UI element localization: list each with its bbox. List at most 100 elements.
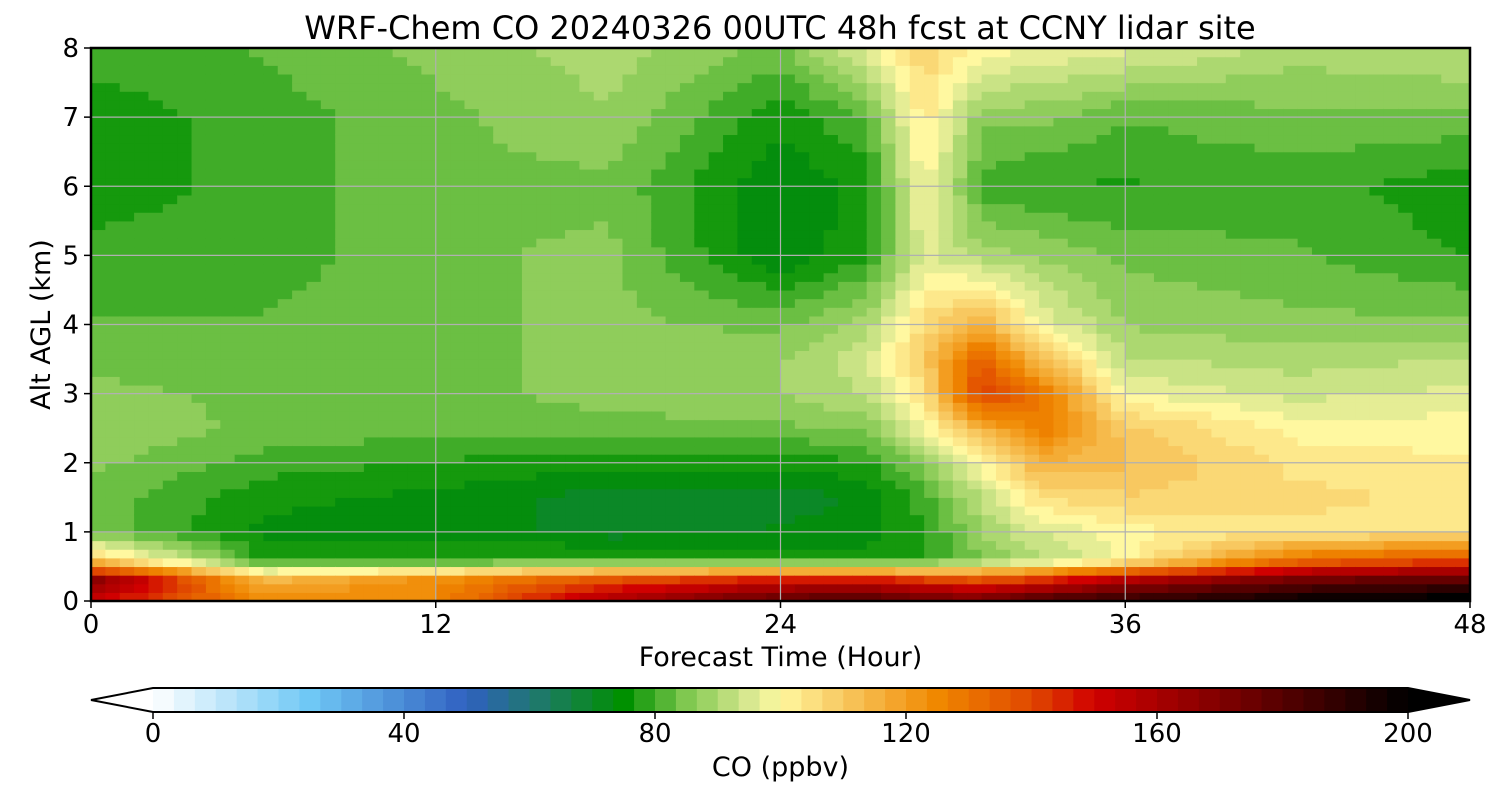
contour-cell bbox=[1197, 56, 1213, 66]
contour-cell bbox=[794, 289, 810, 300]
contour-cell bbox=[608, 168, 624, 179]
contour-cell bbox=[909, 592, 925, 602]
contour-cell bbox=[550, 48, 566, 58]
contour-cell bbox=[91, 238, 106, 248]
contour-cell bbox=[1067, 497, 1083, 507]
contour-cell bbox=[1010, 428, 1026, 438]
contour-cell bbox=[162, 186, 178, 196]
contour-cell bbox=[809, 410, 825, 421]
contour-cell bbox=[105, 203, 121, 213]
contour-cell bbox=[981, 341, 997, 352]
contour-cell bbox=[91, 410, 106, 421]
contour-cell bbox=[1053, 246, 1069, 256]
contour-cell bbox=[435, 428, 451, 438]
contour-cell bbox=[565, 341, 580, 352]
contour-cell bbox=[148, 410, 164, 421]
contour-cell bbox=[349, 367, 365, 377]
contour-cell bbox=[608, 160, 624, 170]
contour-cell bbox=[177, 168, 193, 179]
contour-cell bbox=[162, 298, 178, 308]
contour-cell bbox=[651, 333, 667, 343]
contour-cell bbox=[737, 471, 753, 481]
contour-cell bbox=[1053, 99, 1069, 110]
contour-cell bbox=[636, 255, 652, 265]
contour-cell bbox=[1139, 307, 1155, 317]
contour-cell bbox=[924, 160, 940, 170]
contour-cell bbox=[450, 246, 466, 256]
contour-cell bbox=[651, 575, 667, 585]
contour-cell bbox=[493, 289, 509, 300]
contour-cell bbox=[794, 402, 810, 412]
contour-cell bbox=[651, 73, 667, 84]
contour-cell bbox=[679, 592, 695, 602]
contour-cell bbox=[1139, 359, 1155, 369]
contour-cell bbox=[335, 134, 351, 144]
contour-cell bbox=[866, 307, 882, 317]
contour-cell bbox=[737, 333, 753, 343]
contour-cell bbox=[1067, 298, 1083, 308]
contour-cell bbox=[220, 151, 236, 161]
contour-cell bbox=[1125, 99, 1141, 110]
contour-cell bbox=[565, 566, 580, 576]
contour-cell bbox=[378, 462, 394, 472]
contour-cell bbox=[435, 289, 451, 300]
contour-cell bbox=[881, 531, 897, 542]
contour-cell bbox=[809, 281, 825, 291]
contour-cell bbox=[895, 367, 911, 377]
contour-cell bbox=[306, 471, 322, 481]
contour-cell bbox=[1039, 151, 1055, 161]
contour-cell bbox=[881, 298, 897, 308]
contour-cell bbox=[694, 177, 710, 187]
contour-cell bbox=[119, 566, 135, 576]
contour-cell bbox=[995, 298, 1011, 308]
contour-cell bbox=[162, 151, 178, 161]
contour-cell bbox=[105, 177, 121, 187]
contour-cell bbox=[866, 255, 882, 265]
contour-cell bbox=[665, 194, 681, 205]
contour-cell bbox=[751, 91, 767, 101]
contour-cell bbox=[349, 151, 365, 161]
contour-cell bbox=[249, 393, 264, 403]
contour-cell bbox=[852, 229, 868, 239]
contour-cell bbox=[1082, 488, 1098, 498]
contour-cell bbox=[119, 246, 135, 256]
contour-cell bbox=[536, 272, 552, 282]
contour-cell bbox=[105, 143, 121, 153]
contour-cell bbox=[263, 454, 279, 464]
contour-cell bbox=[1110, 393, 1126, 403]
contour-cell bbox=[579, 488, 595, 498]
contour-cell bbox=[249, 168, 264, 179]
contour-cell bbox=[593, 134, 609, 144]
contour-cell bbox=[1039, 575, 1055, 585]
contour-cell bbox=[895, 583, 911, 593]
contour-cell bbox=[493, 333, 509, 343]
contour-cell bbox=[852, 488, 868, 498]
contour-cell bbox=[952, 393, 968, 403]
contour-cell bbox=[651, 471, 667, 481]
contour-cell bbox=[694, 186, 710, 196]
contour-cell bbox=[1082, 255, 1098, 265]
contour-cell bbox=[148, 212, 164, 222]
contour-cell bbox=[320, 255, 336, 265]
contour-cell bbox=[636, 376, 652, 386]
contour-cell bbox=[1096, 419, 1112, 429]
contour-cell bbox=[1010, 341, 1026, 352]
contour-cell bbox=[679, 480, 695, 490]
contour-cell bbox=[952, 480, 968, 490]
contour-cell bbox=[91, 143, 106, 153]
contour-cell bbox=[938, 505, 954, 516]
contour-cell bbox=[392, 220, 408, 231]
contour-cell bbox=[177, 194, 193, 205]
contour-cell bbox=[536, 298, 552, 308]
contour-cell bbox=[608, 307, 624, 317]
contour-cell bbox=[593, 549, 609, 559]
contour-cell bbox=[550, 108, 566, 118]
contour-cell bbox=[565, 540, 580, 550]
contour-cell bbox=[435, 255, 451, 265]
contour-cell bbox=[1139, 505, 1155, 516]
contour-cell bbox=[780, 151, 796, 161]
contour-cell bbox=[1125, 203, 1141, 213]
contour-cell bbox=[191, 333, 207, 343]
contour-cell bbox=[909, 428, 925, 438]
contour-cell bbox=[249, 238, 264, 248]
